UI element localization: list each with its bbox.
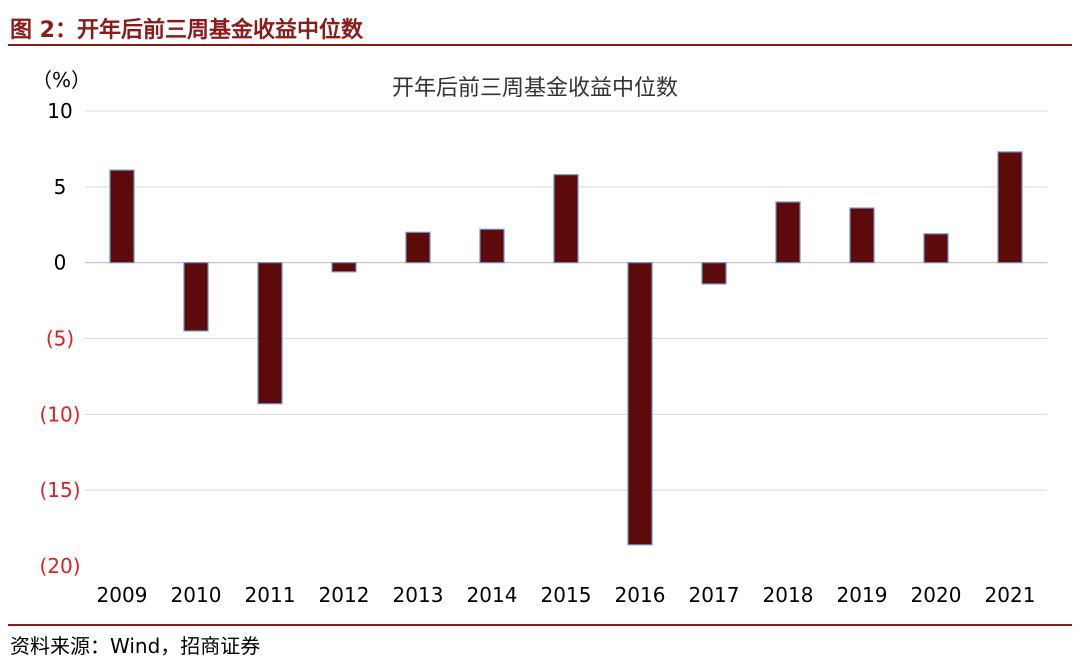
bar-2009 xyxy=(109,169,135,264)
bar-2011 xyxy=(257,262,283,405)
y-tick-label: (15) xyxy=(39,478,80,502)
y-tick-label: (5) xyxy=(46,327,74,351)
x-tick-labels: 2009 2010 2011 2012 2013 2014 2015 2016 2017 2018… xyxy=(97,583,1036,607)
x-tick-label: 2012 xyxy=(319,583,370,607)
y-tick-label: 0 xyxy=(54,251,67,275)
bar-2012 xyxy=(331,262,357,273)
bar-2014 xyxy=(479,228,505,264)
bar-2016 xyxy=(627,262,653,546)
x-tick-label: 2011 xyxy=(245,583,296,607)
source-note: 资料来源：Wind，招商证券 xyxy=(10,634,261,658)
x-tick-label: 2021 xyxy=(985,583,1036,607)
y-tick-label: 5 xyxy=(54,175,67,199)
bar-2015 xyxy=(553,174,579,264)
header-rule xyxy=(8,44,1072,46)
figure-title: 图 2：开年后前三周基金收益中位数 xyxy=(10,18,363,43)
x-tick-label: 2015 xyxy=(541,583,592,607)
bar-2017 xyxy=(701,262,727,285)
bar-2020 xyxy=(923,233,949,264)
x-tick-label: 2018 xyxy=(763,583,814,607)
x-tick-label: 2020 xyxy=(911,583,962,607)
bars xyxy=(109,151,1023,546)
x-tick-label: 2019 xyxy=(837,583,888,607)
x-tick-label: 2014 xyxy=(467,583,518,607)
y-axis-unit: （%） xyxy=(32,68,92,92)
x-tick-label: 2013 xyxy=(393,583,444,607)
x-tick-label: 2016 xyxy=(615,583,666,607)
x-tick-label: 2009 xyxy=(97,583,148,607)
x-tick-label: 2010 xyxy=(171,583,222,607)
chart-title: 开年后前三周基金收益中位数 xyxy=(392,76,678,101)
gridlines xyxy=(85,110,1047,491)
x-tick-label: 2017 xyxy=(689,583,740,607)
bar-2013 xyxy=(405,231,431,264)
y-tick-label: (10) xyxy=(39,402,80,426)
bar-2021 xyxy=(997,151,1023,264)
footer-rule xyxy=(8,624,1072,626)
y-tick-labels: 10 5 0 (5) (10) (15) (20) xyxy=(39,99,80,578)
y-tick-label: 10 xyxy=(47,99,72,123)
y-tick-label: (20) xyxy=(39,554,80,578)
bar-2010 xyxy=(183,262,209,332)
bar-2018 xyxy=(775,201,801,264)
bar-2019 xyxy=(849,207,875,264)
